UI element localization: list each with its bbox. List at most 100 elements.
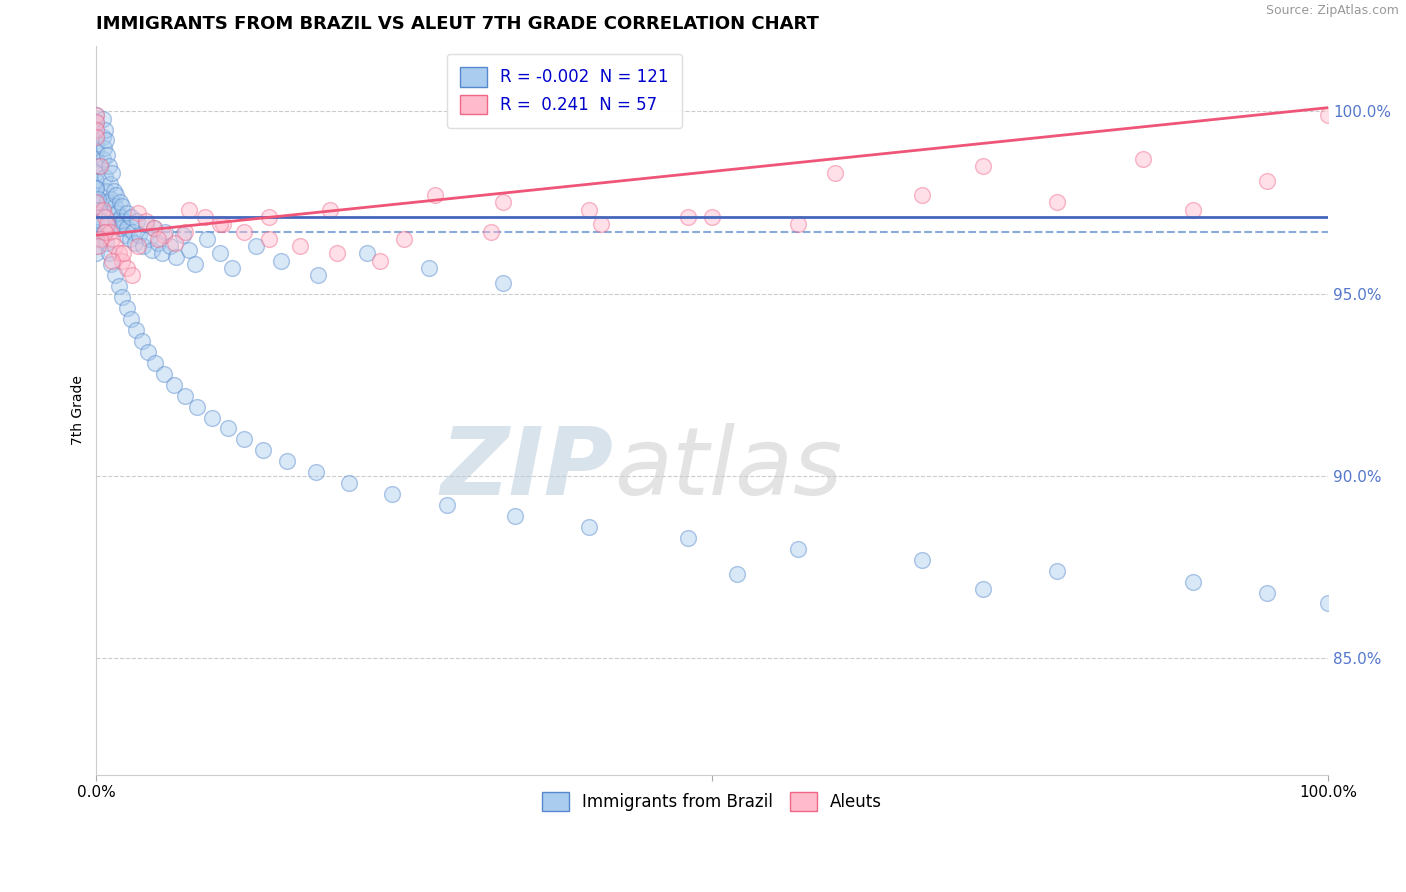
Point xyxy=(115,221,138,235)
Point xyxy=(96,133,118,147)
Point xyxy=(125,213,148,227)
Point xyxy=(108,195,131,210)
Point xyxy=(184,257,207,271)
Point xyxy=(104,239,127,253)
Point xyxy=(163,377,186,392)
Point xyxy=(98,178,121,192)
Point xyxy=(86,137,108,152)
Point xyxy=(503,508,526,523)
Point xyxy=(150,246,173,260)
Point xyxy=(115,301,138,315)
Point xyxy=(93,225,115,239)
Point xyxy=(120,312,142,326)
Point xyxy=(208,246,231,260)
Point xyxy=(94,169,117,184)
Legend: Immigrants from Brazil, Aleuts: Immigrants from Brazil, Aleuts xyxy=(536,785,889,818)
Point xyxy=(159,239,181,253)
Point xyxy=(1317,108,1340,122)
Point xyxy=(127,239,149,253)
Point xyxy=(304,465,326,479)
Point xyxy=(110,221,132,235)
Point xyxy=(127,206,149,220)
Point xyxy=(201,410,224,425)
Point xyxy=(112,246,135,260)
Point xyxy=(86,181,108,195)
Point xyxy=(86,195,108,210)
Point xyxy=(96,185,118,199)
Point xyxy=(94,210,117,224)
Point xyxy=(86,145,108,159)
Point xyxy=(270,253,292,268)
Point xyxy=(120,210,142,224)
Point xyxy=(145,356,167,370)
Point xyxy=(112,213,135,227)
Point xyxy=(94,122,117,136)
Point xyxy=(911,188,934,202)
Point xyxy=(186,400,208,414)
Point xyxy=(221,261,243,276)
Point xyxy=(97,217,120,231)
Point xyxy=(356,246,378,260)
Point xyxy=(212,217,235,231)
Point xyxy=(91,112,114,126)
Point xyxy=(87,202,110,217)
Point xyxy=(107,246,129,260)
Point xyxy=(96,148,118,162)
Point xyxy=(86,108,108,122)
Point xyxy=(972,159,994,173)
Point xyxy=(136,345,159,359)
Point xyxy=(86,115,108,129)
Point xyxy=(86,202,108,217)
Point xyxy=(288,239,311,253)
Point xyxy=(153,228,176,243)
Point xyxy=(91,129,114,144)
Point xyxy=(104,213,127,227)
Point xyxy=(86,152,108,166)
Point xyxy=(121,268,143,283)
Point xyxy=(195,232,218,246)
Point xyxy=(307,268,329,283)
Point xyxy=(177,202,200,217)
Y-axis label: 7th Grade: 7th Grade xyxy=(72,376,86,445)
Point xyxy=(86,210,108,224)
Point xyxy=(86,246,108,260)
Point xyxy=(104,268,127,283)
Point xyxy=(115,261,138,276)
Point xyxy=(97,159,120,173)
Point xyxy=(96,217,118,231)
Point xyxy=(91,152,114,166)
Text: atlas: atlas xyxy=(613,423,842,514)
Point xyxy=(146,232,169,246)
Point xyxy=(96,195,118,210)
Point xyxy=(252,443,274,458)
Point xyxy=(1132,152,1154,166)
Point xyxy=(105,188,128,202)
Point xyxy=(194,210,217,224)
Point xyxy=(325,246,347,260)
Point xyxy=(86,173,108,187)
Point xyxy=(1046,564,1069,578)
Point xyxy=(115,206,138,220)
Point xyxy=(1317,597,1340,611)
Point xyxy=(97,246,120,260)
Point xyxy=(122,225,145,239)
Point xyxy=(86,159,108,173)
Point xyxy=(177,243,200,257)
Point xyxy=(153,367,176,381)
Point xyxy=(86,225,108,239)
Point xyxy=(436,498,458,512)
Point xyxy=(86,129,108,144)
Point xyxy=(418,261,440,276)
Point xyxy=(111,199,134,213)
Point xyxy=(89,195,111,210)
Point xyxy=(492,195,515,210)
Point xyxy=(1181,202,1204,217)
Text: ZIP: ZIP xyxy=(441,423,613,515)
Point xyxy=(245,239,267,253)
Point xyxy=(89,232,111,246)
Point xyxy=(86,239,108,253)
Point xyxy=(86,166,108,180)
Point xyxy=(381,487,404,501)
Point xyxy=(86,122,108,136)
Point xyxy=(146,235,169,250)
